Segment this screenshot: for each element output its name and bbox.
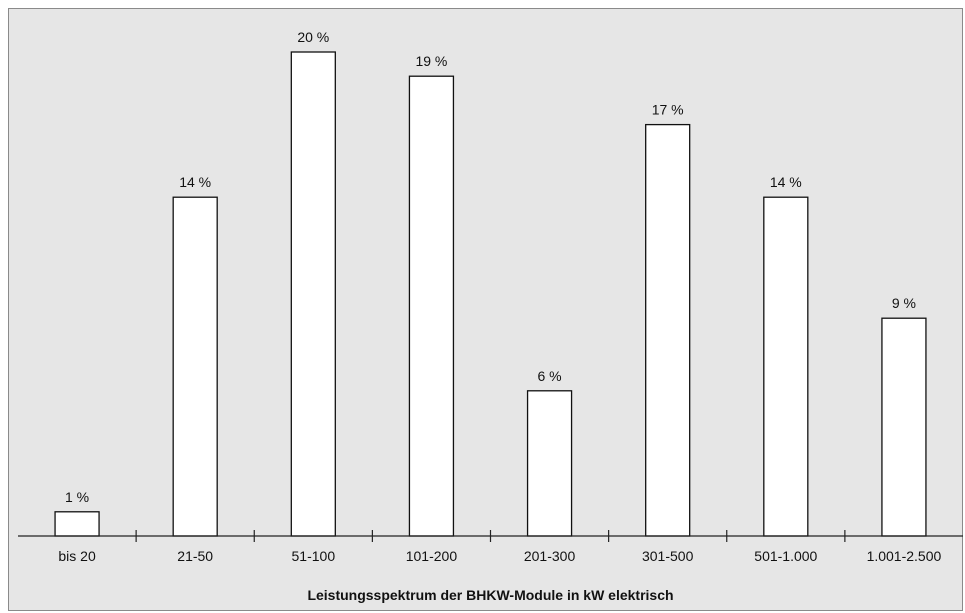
data-label-2: 20 % xyxy=(297,29,329,45)
x-axis-tick-labels: bis 20 21-50 51-100 101-200 201-300 301-500 50… xyxy=(58,548,941,564)
data-label-4: 6 % xyxy=(538,368,562,384)
bar-7 xyxy=(881,317,927,537)
tick-label-4: 201-300 xyxy=(524,548,576,564)
x-axis-title: Leistungsspektrum der BHKW-Module in kW … xyxy=(307,587,673,603)
tick-label-5: 301-500 xyxy=(642,548,694,564)
tick-label-7: 1.001-2.500 xyxy=(867,548,942,564)
data-label-0: 1 % xyxy=(65,489,89,505)
bar-6 xyxy=(763,196,809,537)
tick-label-0: bis 20 xyxy=(58,548,96,564)
bar-1 xyxy=(172,196,218,537)
bar-3 xyxy=(408,75,455,537)
data-label-6: 14 % xyxy=(770,174,802,190)
tick-label-3: 101-200 xyxy=(406,548,458,564)
x-axis-ticks xyxy=(135,530,846,542)
bars-group xyxy=(54,51,927,537)
bar-0 xyxy=(54,511,100,537)
data-label-3: 19 % xyxy=(415,53,447,69)
data-labels-group: 1 % 14 % 20 % 19 % 6 % 17 % 14 % 9 % xyxy=(65,29,916,505)
bar-2 xyxy=(290,51,336,537)
bar-4 xyxy=(526,390,573,537)
tick-label-2: 51-100 xyxy=(292,548,336,564)
bar-5 xyxy=(645,123,691,537)
data-label-7: 9 % xyxy=(892,295,916,311)
data-label-1: 14 % xyxy=(179,174,211,190)
tick-label-1: 21-50 xyxy=(177,548,213,564)
tick-label-6: 501-1.000 xyxy=(754,548,817,564)
data-label-5: 17 % xyxy=(652,102,684,118)
